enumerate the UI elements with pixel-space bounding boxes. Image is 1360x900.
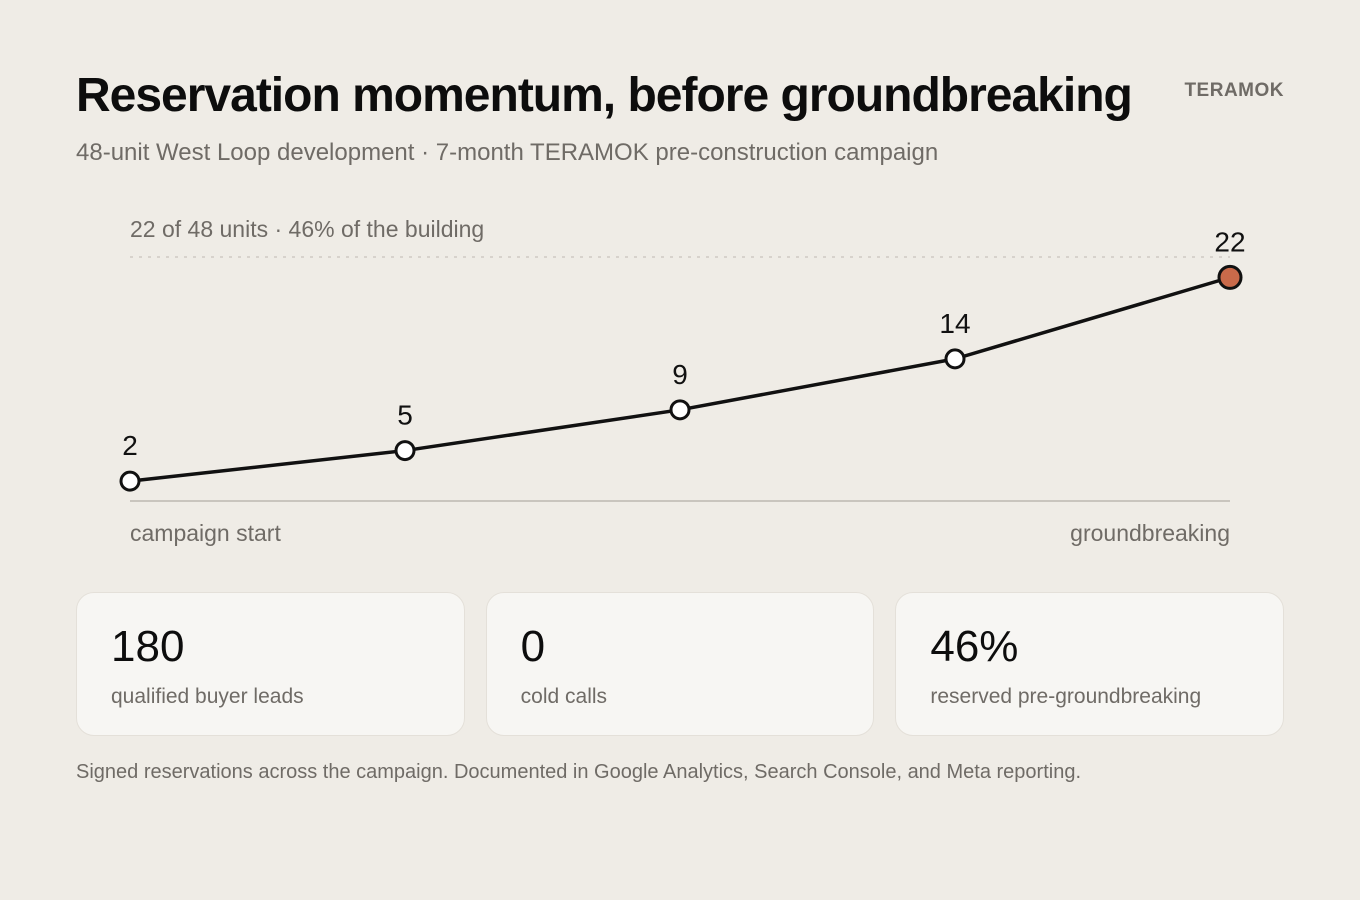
stat-card-reserved: 46% reserved pre-groundbreaking [895,592,1285,736]
chart-subtitle: 48-unit West Loop development · 7-month … [76,139,939,166]
data-label: 2 [122,430,138,461]
data-labels: 2 5 9 14 22 [122,226,1245,461]
stat-label: cold calls [520,685,608,708]
footnote: Signed reservations across the campaign.… [76,761,1081,783]
brand-logo-text: TERAMOK [1184,80,1284,101]
stat-value: 180 [111,622,185,671]
stat-label: reserved pre-groundbreaking [930,685,1202,708]
data-label: 22 [1214,226,1245,257]
data-label: 14 [939,308,970,339]
stat-value: 0 [520,622,546,671]
stat-card-cold-calls: 0 cold calls [485,592,875,736]
stat-card-leads: 180 qualified buyer leads [76,592,465,736]
x-label-end: groundbreaking [1070,520,1230,546]
data-label: 9 [672,359,688,390]
data-point [669,399,691,421]
stat-label: qualified buyer leads [111,685,304,708]
stat-value: 46% [930,622,1019,671]
reference-label: 22 of 48 units · 46% of the building [130,216,484,242]
data-point [119,470,141,492]
data-point [944,348,966,370]
stat-cards: 180 qualified buyer leads 0 cold calls 4… [76,592,1285,736]
data-label: 5 [397,400,413,431]
data-points [119,264,1243,492]
chart-title: Reservation momentum, before groundbreak… [76,69,1133,122]
data-point [394,440,416,462]
data-point [1217,264,1243,290]
x-label-start: campaign start [130,520,281,546]
line-chart: 22 of 48 units · 46% of the building 2 5 9… [119,216,1246,546]
